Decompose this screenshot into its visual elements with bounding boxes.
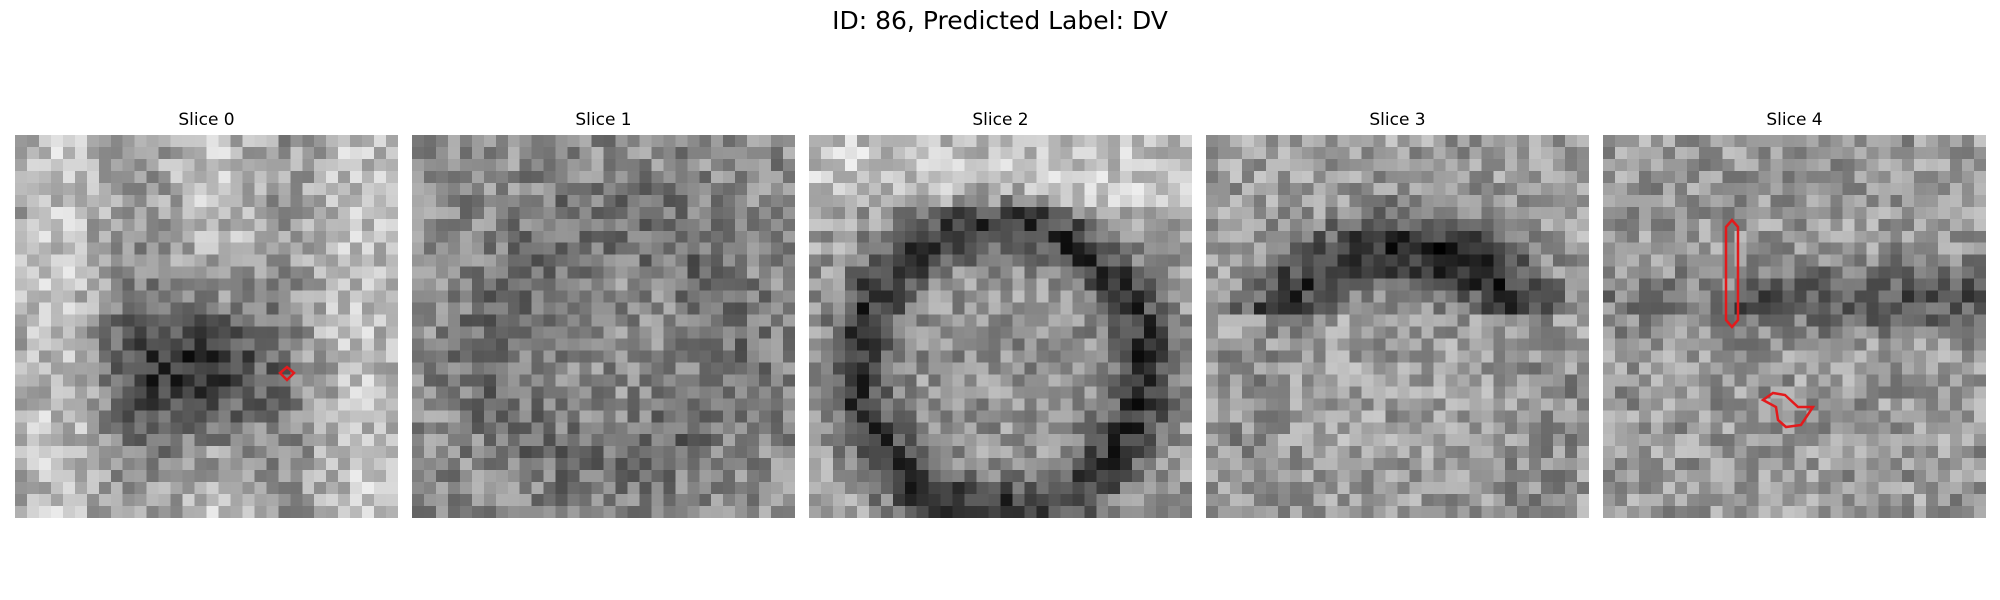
figure-title: ID: 86, Predicted Label: DV <box>832 6 1168 35</box>
panel-title-slice-3: Slice 3 <box>1369 110 1426 130</box>
image-panel-slice-2 <box>809 135 1192 518</box>
image-panel-slice-1 <box>412 135 795 518</box>
grayscale-slice-image <box>809 135 1192 518</box>
panel-title-slice-1: Slice 1 <box>575 110 632 130</box>
image-panel-slice-3 <box>1206 135 1589 518</box>
contour-elongated <box>1724 218 1740 329</box>
panel-title-slice-0: Slice 0 <box>178 110 235 130</box>
segmentation-overlay <box>1724 218 1816 429</box>
grayscale-slice-image <box>15 135 398 518</box>
image-panel-slice-4 <box>1603 135 1986 518</box>
segmentation-overlay <box>278 365 296 382</box>
panel-title-slice-4: Slice 4 <box>1766 110 1823 130</box>
grayscale-slice-image <box>1206 135 1589 518</box>
image-panel-slice-0 <box>15 135 398 518</box>
contour-marker <box>278 365 296 382</box>
grayscale-slice-image <box>412 135 795 518</box>
panel-title-slice-2: Slice 2 <box>972 110 1029 130</box>
contour-blob <box>1760 391 1816 429</box>
grayscale-slice-image <box>1603 135 1986 518</box>
